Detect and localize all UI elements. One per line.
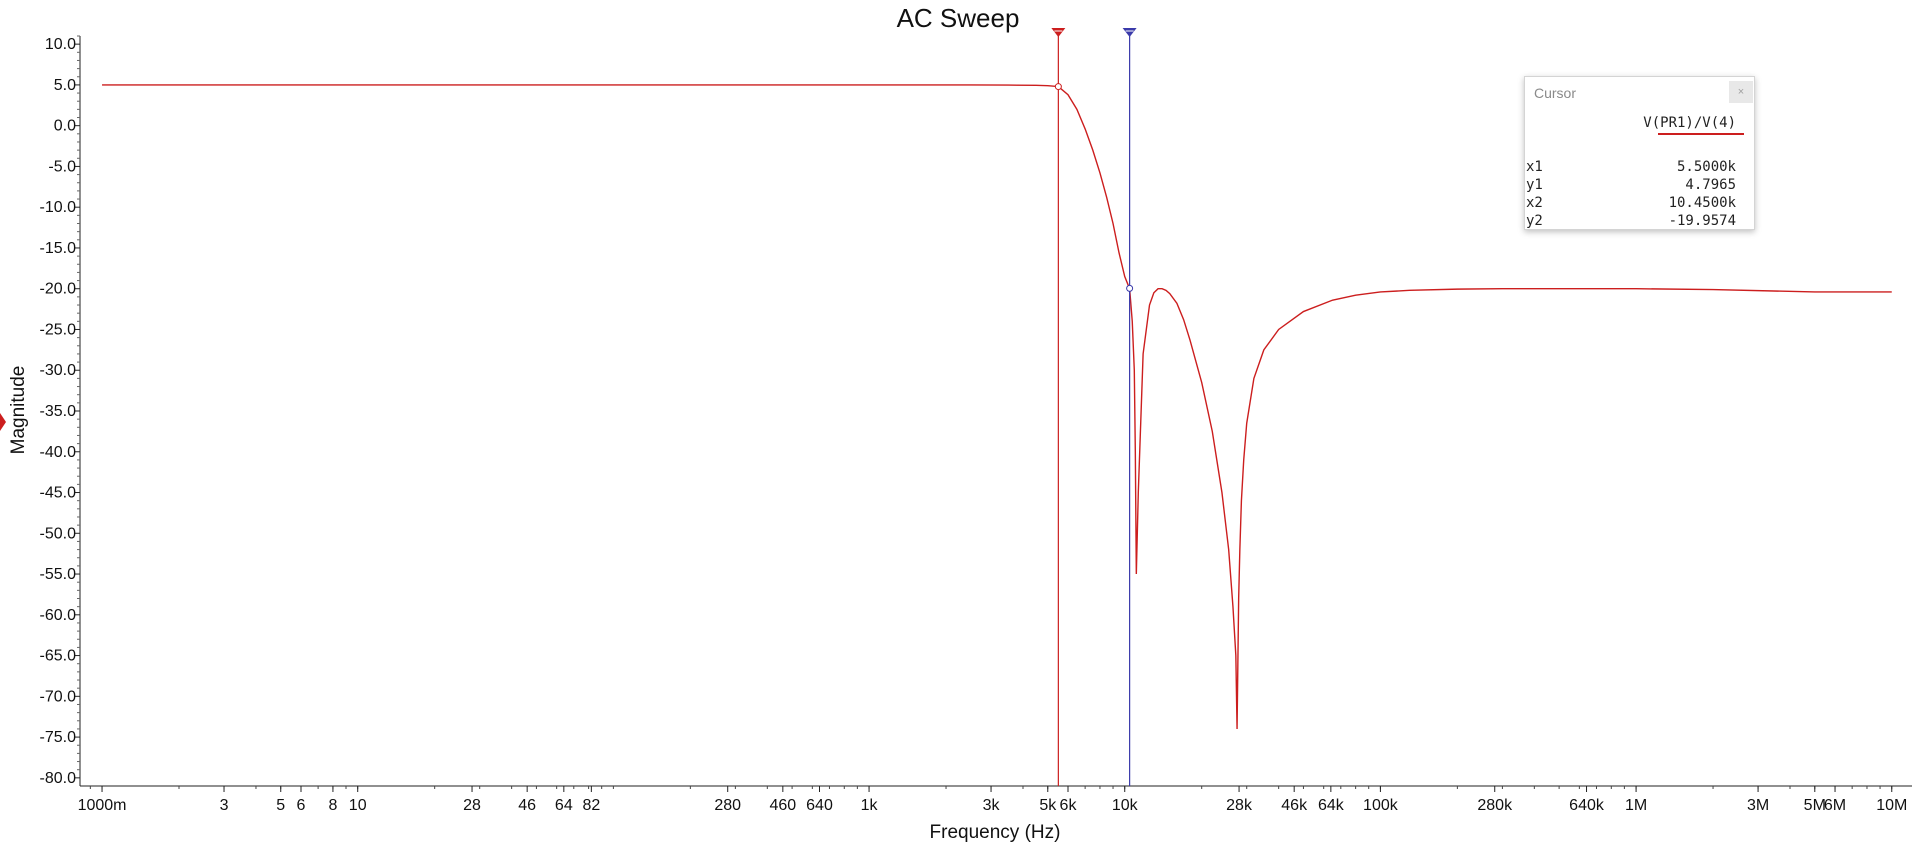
readout-value: 10.4500k: [1668, 195, 1736, 211]
series-color-swatch: [1658, 133, 1744, 135]
y-tick-label: -30.0: [40, 362, 77, 379]
x-tick-label: 5M: [1804, 797, 1826, 814]
cursor-panel[interactable]: Cursor × V(PR1)/V(4) x1 5.5000k y1 4.796…: [1524, 76, 1755, 230]
x-tick-label: 640k: [1569, 797, 1605, 814]
x-tick-label: 82: [582, 797, 600, 814]
x-tick-label: 64: [555, 797, 573, 814]
cursor-point: [1126, 284, 1134, 292]
readout-key: x1: [1526, 159, 1543, 175]
y-tick-label: 10.0: [45, 36, 76, 53]
x-tick-label: 5: [276, 797, 285, 814]
x-tick-label: 46k: [1281, 797, 1308, 814]
x-tick-label: 3: [220, 797, 229, 814]
y-tick-label: -20.0: [40, 281, 77, 298]
readout-key: y2: [1526, 213, 1543, 229]
y-tick-label: -45.0: [40, 485, 77, 502]
y-tick-label: 5.0: [54, 77, 76, 94]
readout-value: 5.5000k: [1676, 159, 1736, 175]
x-tick-label: 1k: [861, 797, 879, 814]
x-tick-label: 280: [714, 797, 741, 814]
x-tick-label: 6k: [1060, 797, 1078, 814]
y-tick-label: -25.0: [40, 321, 77, 338]
x-tick-label: 460: [769, 797, 796, 814]
cursor-layer[interactable]: [1051, 28, 1137, 786]
x-tick-label: 5k: [1039, 797, 1057, 814]
x-tick-label: 3M: [1747, 797, 1769, 814]
x-tick-label: 28k: [1226, 797, 1253, 814]
cursor-handle-icon: [1051, 28, 1066, 37]
cursor-point: [1054, 83, 1062, 91]
x-tick-label: 64k: [1318, 797, 1345, 814]
x-tick-label: 10M: [1876, 797, 1907, 814]
x-tick-label: 1M: [1625, 797, 1647, 814]
y-tick-label: 0.0: [54, 118, 76, 135]
chart-title: AC Sweep: [897, 3, 1020, 33]
cursor-panel-title: Cursor: [1534, 85, 1577, 101]
y-tick-label: -55.0: [40, 566, 77, 583]
x-tick-label: 28: [463, 797, 481, 814]
cursor-series-label: V(PR1)/V(4): [1643, 115, 1736, 131]
close-icon[interactable]: ×: [1729, 81, 1753, 103]
y-axis-marker-icon: [0, 413, 6, 431]
y-tick-label: -10.0: [40, 199, 77, 216]
cursor-readout-row: y2 -19.9574: [1525, 213, 1746, 231]
series-layer: [102, 84, 1892, 729]
x-tick-label: 1000m: [78, 797, 127, 814]
x-tick-label: 10: [349, 797, 367, 814]
x-tick-label: 640: [806, 797, 833, 814]
readout-key: y1: [1526, 177, 1543, 193]
cursor-readout-row: x1 5.5000k: [1525, 159, 1746, 177]
x-axis-ticks: 1000m 3 5 6 8 10 28 46 64 82 280 460 640 1k 3k 5k 6k 10k 2…: [78, 786, 1907, 814]
x-tick-label: 6M: [1824, 797, 1846, 814]
x-tick-label: 100k: [1363, 797, 1399, 814]
cursor-readout-row: y1 4.7965: [1525, 177, 1746, 195]
y-axis-title: Magnitude: [8, 366, 29, 455]
readout-value: 4.7965: [1685, 177, 1736, 193]
y-tick-label: -5.0: [48, 158, 76, 175]
y-tick-label: -60.0: [40, 607, 77, 624]
x-tick-label: 3k: [983, 797, 1001, 814]
readout-value: -19.9574: [1668, 213, 1736, 229]
y-tick-label: -65.0: [40, 648, 77, 665]
y-tick-label: -35.0: [40, 403, 77, 420]
y-axis-ticks: 10.0 5.0 0.0 -5.0 -10.0 -15.0 -20.0 -25.0 -30.0 -…: [40, 35, 80, 787]
y-tick-label: -40.0: [40, 444, 77, 461]
y-tick-label: -70.0: [40, 688, 77, 705]
x-tick-label: 10k: [1112, 797, 1139, 814]
x-axis-title: Frequency (Hz): [930, 822, 1061, 842]
cursor-readout-row: x2 10.4500k: [1525, 195, 1746, 213]
x-tick-label: 6: [297, 797, 306, 814]
y-tick-label: -80.0: [40, 770, 77, 787]
y-tick-label: -15.0: [40, 240, 77, 257]
y-tick-label: -50.0: [40, 525, 77, 542]
x-tick-label: 8: [328, 797, 337, 814]
cursor-handle-icon: [1122, 28, 1137, 37]
series-line: [102, 84, 1892, 729]
y-tick-label: -75.0: [40, 729, 77, 746]
x-tick-label: 46: [518, 797, 536, 814]
x-tick-label: 280k: [1477, 797, 1513, 814]
readout-key: x2: [1526, 195, 1543, 211]
